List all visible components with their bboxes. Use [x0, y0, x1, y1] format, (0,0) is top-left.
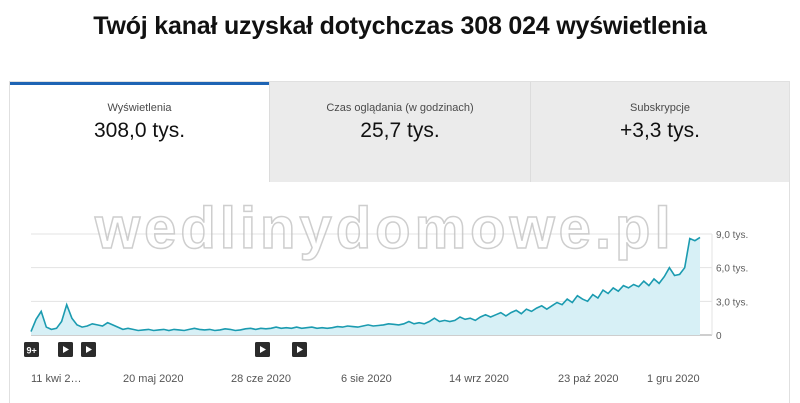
tab-subscriptions[interactable]: Subskrypcje +3,3 tys.: [530, 82, 789, 182]
x-tick-label: 23 paź 2020: [558, 373, 619, 385]
tab-views[interactable]: Wyświetlenia 308,0 tys.: [10, 82, 269, 182]
video-marker-play-icon[interactable]: [58, 342, 73, 357]
video-marker-play-icon[interactable]: [292, 342, 307, 357]
x-tick-label: 28 cze 2020: [231, 373, 291, 385]
event-markers: 9+: [24, 342, 307, 357]
views-line: [30, 236, 701, 332]
analytics-card: Wyświetlenia 308,0 tys. Czas oglądania (…: [9, 81, 790, 403]
tab-subscriptions-label: Subskrypcje: [630, 102, 690, 114]
x-tick-label: 1 gru 2020: [647, 373, 700, 385]
tab-views-value: 308,0 tys.: [93, 119, 186, 142]
tab-views-label: Wyświetlenia: [107, 102, 172, 114]
x-tick-label: 6 sie 2020: [341, 373, 392, 385]
tab-watch-time[interactable]: Czas oglądania (w godzinach) 25,7 tys.: [269, 82, 530, 182]
tab-watch-time-label: Czas oglądania (w godzinach): [326, 102, 474, 114]
y-tick-label: 9,0 tys.: [716, 230, 748, 241]
video-count-badge[interactable]: 9+: [24, 342, 39, 357]
y-tick-label: 6,0 tys.: [716, 264, 748, 275]
video-marker-play-icon[interactable]: [255, 342, 270, 357]
x-tick-label: 20 maj 2020: [123, 373, 184, 385]
y-tick-label: 0: [716, 331, 722, 342]
tab-watch-time-value: 25,7 tys.: [360, 119, 440, 142]
watermark: wedlinydomowe.pl: [94, 195, 675, 262]
x-tick-label: 14 wrz 2020: [449, 373, 509, 385]
metric-tabs: Wyświetlenia 308,0 tys. Czas oglądania (…: [10, 82, 789, 182]
views-chart-svg: 9,0 tys. 6,0 tys. 3,0 tys. 0 9+ 11 kwi 2… 20…: [24, 230, 748, 385]
badge-label: 9+: [27, 346, 37, 356]
x-axis-ticks: 11 kwi 2… 20 maj 2020 28 cze 2020 6 sie 202…: [31, 373, 700, 385]
views-chart: 9,0 tys. 6,0 tys. 3,0 tys. 0 9+ 11 kwi 2… 20…: [10, 182, 789, 403]
y-axis-ticks: 9,0 tys. 6,0 tys. 3,0 tys. 0: [716, 230, 748, 342]
tab-subscriptions-value: +3,3 tys.: [620, 119, 700, 142]
page-headline: Twój kanał uzyskał dotychczas 308 024 wy…: [93, 12, 707, 40]
y-tick-label: 3,0 tys.: [716, 297, 748, 308]
video-marker-play-icon[interactable]: [81, 342, 96, 357]
x-tick-label: 11 kwi 2…: [31, 373, 82, 385]
